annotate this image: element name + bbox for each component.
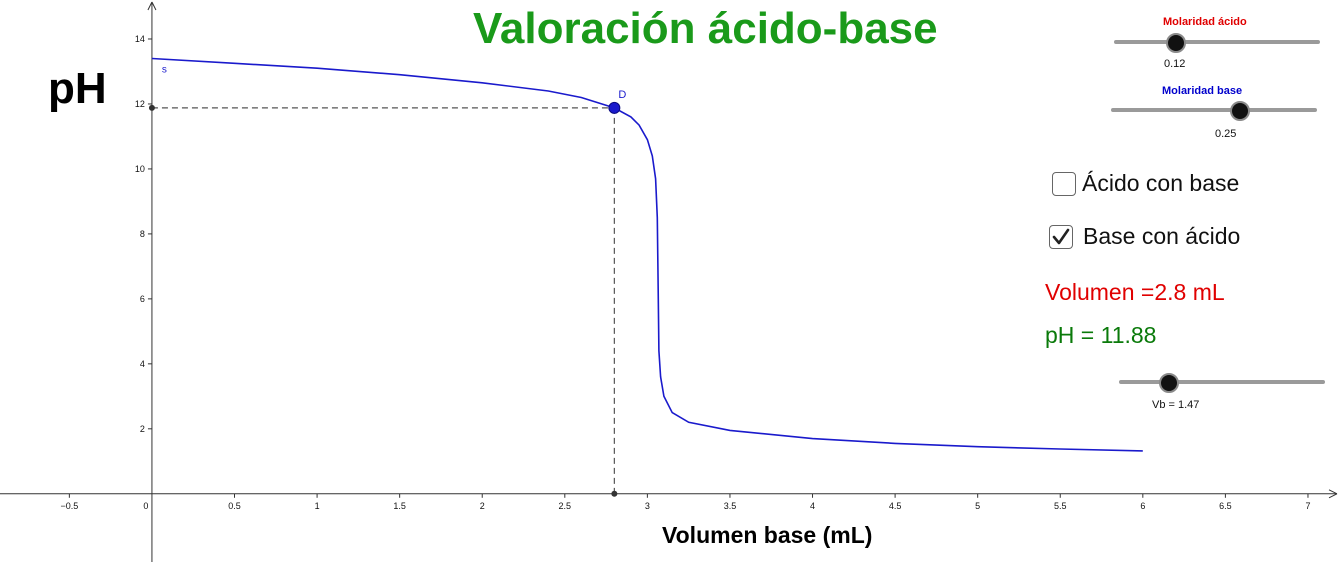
checkbox-label: Ácido con base xyxy=(1082,170,1240,196)
slider-track xyxy=(1119,380,1325,384)
x-tick-label: 1.5 xyxy=(393,501,406,511)
y-tick-label: 12 xyxy=(135,99,145,109)
x-tick-label: 5 xyxy=(975,501,980,511)
point-on-y-axis xyxy=(148,104,155,111)
molaridad-acido-label: Molaridad ácido xyxy=(1163,16,1247,28)
x-tick-label: 6 xyxy=(1140,501,1145,511)
checkbox-box[interactable] xyxy=(1049,224,1073,249)
molaridad-acido-slider[interactable] xyxy=(1114,27,1320,57)
x-tick-label: 1 xyxy=(315,501,320,511)
molaridad-acido-value: 0.12 xyxy=(1164,58,1186,70)
y-axis-label: pH xyxy=(48,64,107,113)
molaridad-base-value: 0.25 xyxy=(1215,128,1237,140)
x-tick-label: 5.5 xyxy=(1054,501,1067,511)
slider-knob[interactable] xyxy=(1159,373,1180,393)
slider-knob[interactable] xyxy=(1229,101,1250,121)
checkbox-acido-con-base[interactable]: Ácido con base xyxy=(1052,170,1239,197)
point-d-label: D xyxy=(618,89,626,101)
point-on-x-axis xyxy=(611,490,618,497)
x-axis-arrow xyxy=(1328,489,1338,499)
slider-knob[interactable] xyxy=(1165,33,1186,53)
y-tick-label: 2 xyxy=(140,424,145,434)
x-tick-label: −0.5 xyxy=(60,501,78,511)
page-title: Valoración ácido-base xyxy=(473,4,938,53)
checkbox-base-con-acido[interactable]: Base con ácido xyxy=(1049,223,1240,250)
x-tick-label: 7 xyxy=(1305,501,1310,511)
y-tick-label: 4 xyxy=(140,359,145,369)
y-tick-label: 6 xyxy=(140,294,145,304)
checkbox-box[interactable] xyxy=(1052,171,1076,196)
x-tick-label: 4.5 xyxy=(889,501,902,511)
vb-slider[interactable] xyxy=(1119,367,1325,397)
point-d[interactable] xyxy=(608,101,621,114)
titration-curve[interactable] xyxy=(151,57,1143,452)
x-tick-label: 6.5 xyxy=(1219,501,1232,511)
x-tick-label: 4 xyxy=(810,501,815,511)
y-tick-label: 8 xyxy=(140,229,145,239)
slider-track xyxy=(1111,108,1317,112)
x-tick-label: 2.5 xyxy=(559,501,572,511)
x-tick-label: 3.5 xyxy=(724,501,737,511)
x-tick-label: 3 xyxy=(645,501,650,511)
x-tick-label: 2 xyxy=(480,501,485,511)
ph-readout: pH = 11.88 xyxy=(1045,322,1157,348)
checkbox-label: Base con ácido xyxy=(1083,223,1241,249)
y-tick-label: 14 xyxy=(135,34,145,44)
slider-track xyxy=(1114,40,1320,44)
y-tick-label: 10 xyxy=(135,164,145,174)
volumen-readout: Volumen =2.8 mL xyxy=(1045,279,1225,305)
curve-label: s xyxy=(162,64,167,75)
x-axis-label: Volumen base (mL) xyxy=(662,522,873,548)
y-axis-arrow xyxy=(147,1,157,11)
molaridad-base-slider[interactable] xyxy=(1111,95,1317,125)
molaridad-base-label: Molaridad base xyxy=(1162,85,1243,97)
x-tick-label: 0 xyxy=(143,501,148,511)
vb-value: Vb = 1.47 xyxy=(1152,399,1200,411)
x-tick-label: 0.5 xyxy=(228,501,241,511)
